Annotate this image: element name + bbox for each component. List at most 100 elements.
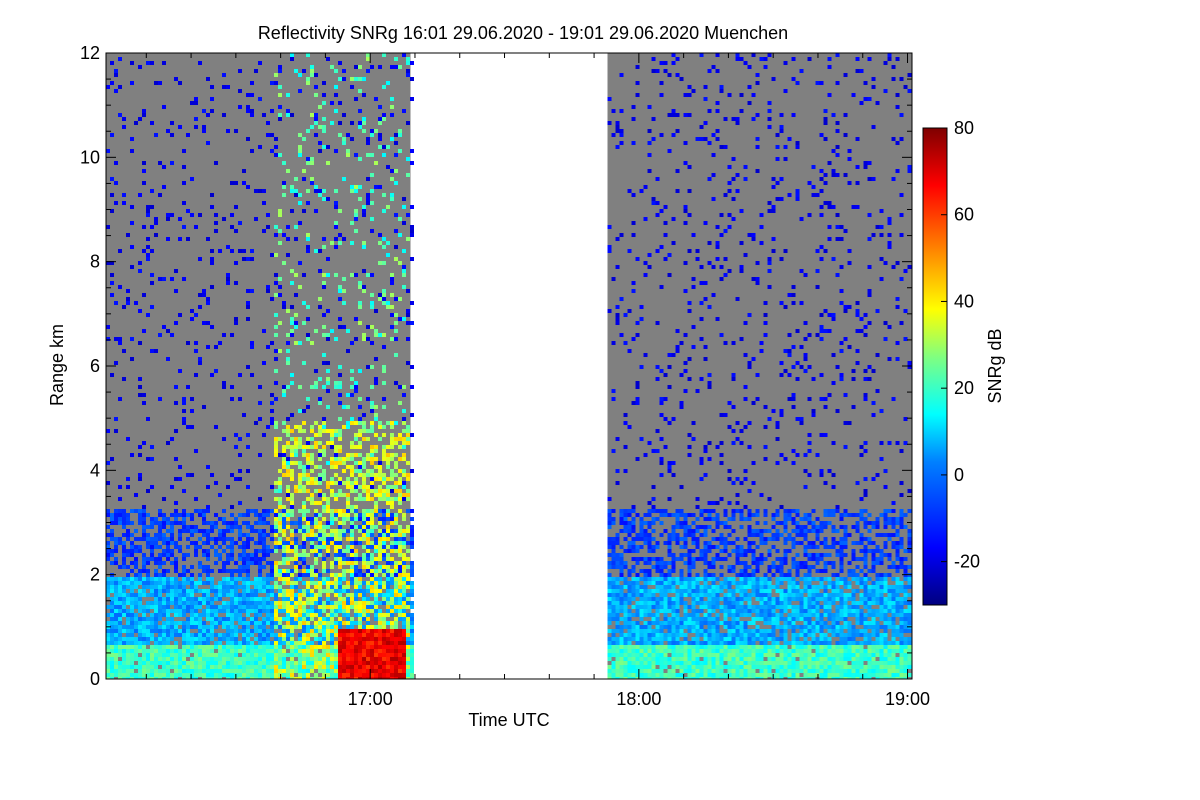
heatmap-cell bbox=[623, 645, 628, 649]
heatmap-cell bbox=[322, 237, 326, 241]
heatmap-cell bbox=[615, 533, 620, 537]
heatmap-cell bbox=[142, 569, 146, 573]
heatmap-cell bbox=[619, 133, 624, 137]
heatmap-cell bbox=[370, 429, 374, 433]
heatmap-cell bbox=[290, 57, 294, 61]
heatmap-cell bbox=[314, 489, 318, 493]
heatmap-cell bbox=[639, 613, 644, 617]
heatmap-cell bbox=[378, 633, 382, 637]
heatmap-cell bbox=[198, 529, 202, 533]
heatmap-cell bbox=[274, 521, 278, 525]
heatmap-cell bbox=[651, 505, 656, 509]
heatmap-cell bbox=[358, 453, 362, 457]
heatmap-cell bbox=[278, 621, 282, 625]
heatmap-cell bbox=[262, 673, 266, 677]
heatmap-cell bbox=[354, 653, 358, 657]
heatmap-cell bbox=[258, 649, 262, 653]
heatmap-cell bbox=[366, 177, 370, 181]
heatmap-cell bbox=[390, 485, 394, 489]
heatmap-cell bbox=[635, 641, 640, 645]
heatmap-cell bbox=[122, 657, 126, 661]
heatmap-cell bbox=[274, 421, 278, 425]
heatmap-cell bbox=[250, 509, 254, 513]
heatmap-cell bbox=[206, 541, 210, 545]
heatmap-cell bbox=[234, 581, 238, 585]
heatmap-cell bbox=[182, 641, 186, 645]
heatmap-cell bbox=[362, 129, 366, 133]
heatmap-cell bbox=[270, 625, 274, 629]
heatmap-cell bbox=[270, 485, 274, 489]
heatmap-cell bbox=[318, 481, 322, 485]
heatmap-cell bbox=[607, 225, 612, 229]
heatmap-cell bbox=[342, 425, 346, 429]
heatmap-cell bbox=[146, 633, 150, 637]
heatmap-cell bbox=[146, 457, 150, 461]
heatmap-cell bbox=[242, 257, 246, 261]
heatmap-cell bbox=[362, 457, 366, 461]
heatmap-cell bbox=[178, 649, 182, 653]
heatmap-cell bbox=[314, 189, 318, 193]
heatmap-cell bbox=[158, 565, 162, 569]
heatmap-cell bbox=[398, 477, 402, 481]
heatmap-cell bbox=[294, 593, 298, 597]
heatmap-cell bbox=[374, 473, 378, 477]
heatmap-cell bbox=[683, 389, 688, 393]
heatmap-cell bbox=[370, 173, 374, 177]
heatmap-cell bbox=[611, 581, 616, 585]
heatmap-cell bbox=[366, 141, 370, 145]
heatmap-cell bbox=[238, 601, 242, 605]
heatmap-cell bbox=[639, 525, 644, 529]
heatmap-cell bbox=[675, 657, 680, 661]
heatmap-cell bbox=[238, 553, 242, 557]
heatmap-cell bbox=[607, 589, 612, 593]
heatmap-cell bbox=[110, 81, 114, 85]
heatmap-cell bbox=[354, 577, 358, 581]
heatmap-cell bbox=[306, 533, 310, 537]
heatmap-cell bbox=[234, 317, 238, 321]
heatmap-cell bbox=[386, 537, 390, 541]
heatmap-cell bbox=[274, 273, 278, 277]
heatmap-cell bbox=[174, 269, 178, 273]
heatmap-cell bbox=[278, 653, 282, 657]
heatmap-cell bbox=[687, 621, 692, 625]
heatmap-cell bbox=[651, 517, 656, 521]
heatmap-cell bbox=[262, 605, 266, 609]
heatmap-cell bbox=[146, 637, 150, 641]
heatmap-cell bbox=[378, 557, 382, 561]
heatmap-cell bbox=[663, 605, 668, 609]
heatmap-cell bbox=[154, 617, 158, 621]
heatmap-cell bbox=[410, 669, 414, 673]
heatmap-cell bbox=[130, 645, 134, 649]
heatmap-cell bbox=[699, 577, 704, 581]
heatmap-cell bbox=[334, 457, 338, 461]
heatmap-cell bbox=[378, 529, 382, 533]
heatmap-cell bbox=[398, 613, 402, 617]
heatmap-cell bbox=[142, 401, 146, 405]
heatmap-cell bbox=[394, 337, 398, 341]
heatmap-cell bbox=[174, 521, 178, 525]
heatmap-cell bbox=[631, 517, 636, 521]
heatmap-cell bbox=[398, 233, 402, 237]
heatmap-cell bbox=[150, 281, 154, 285]
heatmap-cell bbox=[342, 469, 346, 473]
heatmap-cell bbox=[406, 597, 410, 601]
heatmap-cell bbox=[146, 557, 150, 561]
heatmap-cell bbox=[190, 317, 194, 321]
heatmap-cell bbox=[150, 553, 154, 557]
heatmap-cell bbox=[182, 605, 186, 609]
heatmap-cell bbox=[394, 597, 398, 601]
heatmap-cell bbox=[162, 665, 166, 669]
heatmap-cell bbox=[330, 637, 334, 641]
heatmap-cell bbox=[286, 417, 290, 421]
heatmap-cell bbox=[695, 617, 700, 621]
heatmap-cell bbox=[122, 581, 126, 585]
heatmap-cell bbox=[703, 445, 708, 449]
heatmap-cell bbox=[651, 549, 656, 553]
heatmap-cell bbox=[134, 665, 138, 669]
heatmap-cell bbox=[635, 601, 640, 605]
heatmap-cell bbox=[110, 549, 114, 553]
heatmap-cell bbox=[222, 517, 226, 521]
heatmap-cell bbox=[362, 613, 366, 617]
heatmap-cell bbox=[322, 505, 326, 509]
heatmap-cell bbox=[318, 465, 322, 469]
